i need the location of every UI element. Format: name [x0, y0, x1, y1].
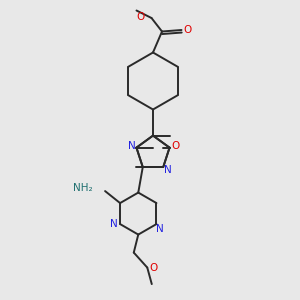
Text: O: O: [183, 25, 192, 35]
Text: O: O: [171, 141, 180, 151]
Text: NH₂: NH₂: [73, 183, 92, 193]
Text: N: N: [128, 141, 136, 151]
Text: N: N: [110, 219, 117, 229]
Text: O: O: [150, 262, 158, 273]
Text: O: O: [137, 11, 145, 22]
Text: N: N: [156, 224, 163, 235]
Text: N: N: [164, 165, 172, 175]
